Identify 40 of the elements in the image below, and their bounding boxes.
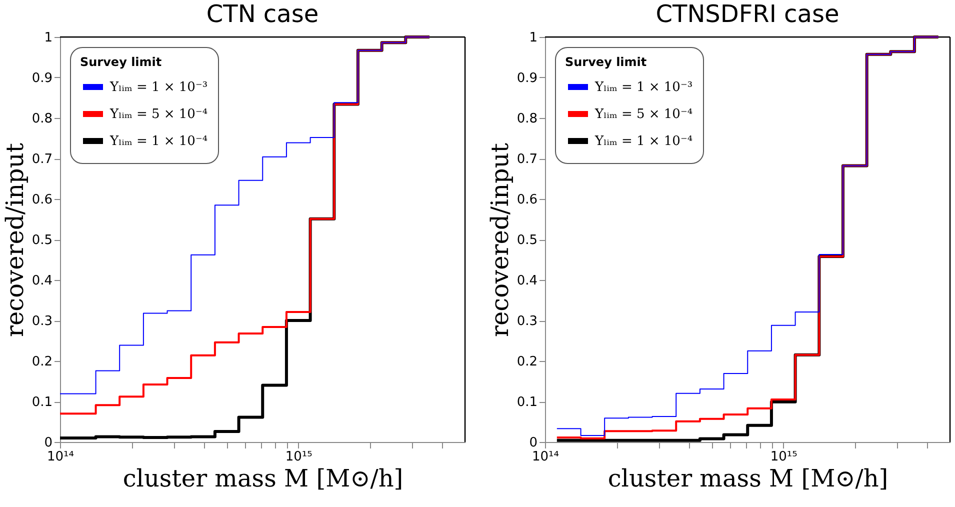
y-tick-label: 0.4 [516, 274, 538, 288]
x-tick-label: 10¹⁴ [47, 450, 74, 464]
y-tick-label: 0 [44, 436, 52, 450]
y-tick-label: 0.3 [32, 314, 52, 329]
y-tick-label: 0.5 [516, 233, 538, 248]
y-tick-label: 0.9 [32, 71, 52, 86]
x-tick-label: 10¹⁵ [770, 450, 798, 464]
chart-title: CTN case [206, 0, 319, 28]
legend-label: Yₗᵢₘ = 1 × 10⁻⁴ [594, 134, 693, 149]
y-axis-title: recovered/input [0, 142, 29, 338]
y-tick-label: 0.7 [516, 152, 538, 167]
x-axis-title: cluster mass M [M⊙/h] [122, 464, 404, 492]
legend-label: Yₗᵢₘ = 1 × 10⁻⁴ [109, 134, 208, 149]
x-tick-label: 10¹⁴ [532, 450, 559, 464]
legend-title: Survey limit [80, 55, 162, 69]
legend-label: Yₗᵢₘ = 1 × 10⁻³ [594, 80, 693, 95]
y-tick-label: 0.8 [516, 112, 538, 126]
y-axis-title: recovered/input [486, 142, 514, 338]
y-tick-label: 0.8 [32, 112, 52, 126]
y-tick-label: 0.6 [32, 192, 52, 208]
y-tick-label: 0.1 [32, 395, 52, 410]
y-tick-label: 0.2 [32, 354, 52, 370]
y-tick-label: 1 [44, 30, 52, 46]
x-axis-title: cluster mass M [M⊙/h] [608, 464, 888, 492]
y-tick-label: 0.7 [32, 152, 52, 167]
legend-label: Yₗᵢₘ = 1 × 10⁻³ [109, 80, 208, 95]
y-tick-label: 0 [529, 436, 538, 450]
legend-label: Yₗᵢₘ = 5 × 10⁻⁴ [594, 107, 693, 122]
y-tick-label: 0.1 [516, 395, 538, 410]
y-tick-label: 0.5 [32, 233, 52, 248]
y-tick-label: 0.4 [32, 274, 52, 288]
y-tick-label: 0.6 [516, 192, 538, 208]
y-tick-label: 0.9 [516, 71, 538, 86]
x-tick-label: 10¹⁵ [285, 450, 312, 464]
legend-title: Survey limit [565, 55, 647, 69]
chart-title: CTNSDFRI case [656, 0, 840, 28]
legend-label: Yₗᵢₘ = 5 × 10⁻⁴ [109, 107, 208, 122]
y-tick-label: 1 [529, 30, 538, 46]
y-tick-label: 0.3 [516, 314, 538, 329]
y-tick-label: 0.2 [516, 354, 538, 370]
